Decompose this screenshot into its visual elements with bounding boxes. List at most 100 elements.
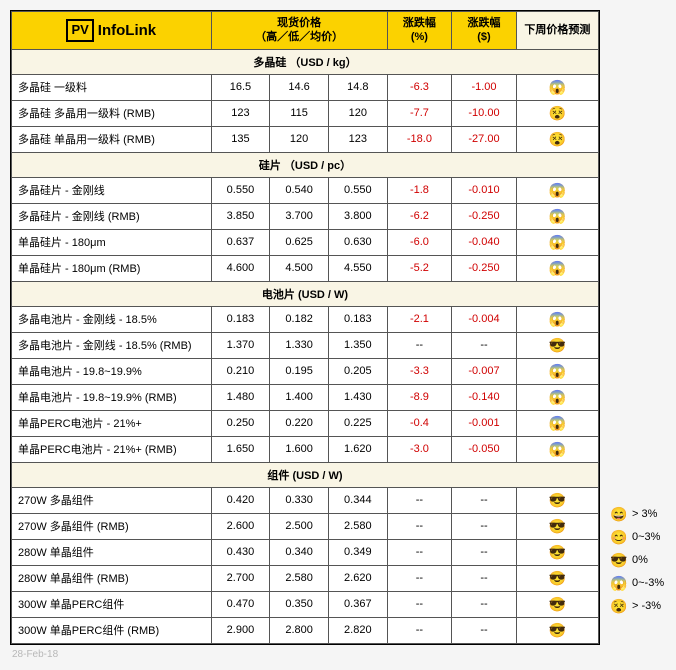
cell-forecast: 😱: [516, 410, 598, 436]
cell-forecast: 😱: [516, 177, 598, 203]
cell-usd: -0.001: [452, 410, 517, 436]
cell-low: 0.195: [270, 358, 329, 384]
cell-name: 单晶硅片 - 180μm: [12, 229, 212, 255]
cell-name: 270W 多晶组件 (RMB): [12, 513, 212, 539]
cell-avg: 0.344: [328, 487, 387, 513]
cell-pct: --: [387, 565, 452, 591]
cell-avg: 1.430: [328, 384, 387, 410]
cell-low: 0.625: [270, 229, 329, 255]
cell-low: 0.182: [270, 306, 329, 332]
cell-low: 1.600: [270, 436, 329, 462]
cell-usd: -0.050: [452, 436, 517, 462]
table-row: 300W 单晶PERC组件 (RMB)2.9002.8002.820----😎: [12, 617, 599, 643]
cell-forecast: 😱: [516, 255, 598, 281]
table-row: 280W 单晶组件 (RMB)2.7002.5802.620----😎: [12, 565, 599, 591]
cell-low: 0.340: [270, 539, 329, 565]
cell-forecast: 😎: [516, 539, 598, 565]
cell-usd: --: [452, 513, 517, 539]
cell-avg: 14.8: [328, 74, 387, 100]
cell-low: 0.350: [270, 591, 329, 617]
table-row: 270W 多晶组件 (RMB)2.6002.5002.580----😎: [12, 513, 599, 539]
cell-name: 多晶硅 多晶用一级料 (RMB): [12, 100, 212, 126]
section-header: 多晶硅 （USD / kg）: [12, 49, 599, 74]
table-row: 单晶硅片 - 180μm (RMB)4.6004.5004.550-5.2-0.…: [12, 255, 599, 281]
cell-low: 115: [270, 100, 329, 126]
table-header: PV InfoLink 现货价格 （高／低／均价） 涨跌幅 (%) 涨跌幅 ($…: [12, 12, 599, 50]
cell-pct: --: [387, 591, 452, 617]
table-row: 270W 多晶组件0.4200.3300.344----😎: [12, 487, 599, 513]
table-row: 单晶PERC电池片 - 21%+0.2500.2200.225-0.4-0.00…: [12, 410, 599, 436]
table-row: 多晶电池片 - 金刚线 - 18.5% (RMB)1.3701.3301.350…: [12, 332, 599, 358]
cell-low: 3.700: [270, 203, 329, 229]
cell-usd: --: [452, 332, 517, 358]
section-title: 组件 (USD / W): [12, 462, 599, 487]
cell-high: 3.850: [211, 203, 270, 229]
cell-low: 0.540: [270, 177, 329, 203]
legend: 😄> 3%😊0~3%😎0%😱0~-3%😵> -3%: [610, 10, 666, 660]
cell-high: 1.370: [211, 332, 270, 358]
table-row: 280W 单晶组件0.4300.3400.349----😎: [12, 539, 599, 565]
cell-low: 0.330: [270, 487, 329, 513]
cell-name: 多晶电池片 - 金刚线 - 18.5%: [12, 306, 212, 332]
cell-name: 多晶硅片 - 金刚线: [12, 177, 212, 203]
cell-pct: --: [387, 513, 452, 539]
table-row: 多晶电池片 - 金刚线 - 18.5%0.1830.1820.183-2.1-0…: [12, 306, 599, 332]
cell-low: 4.500: [270, 255, 329, 281]
cell-pct: --: [387, 617, 452, 643]
cell-forecast: 😵: [516, 126, 598, 152]
cell-pct: -6.0: [387, 229, 452, 255]
cell-high: 0.210: [211, 358, 270, 384]
cell-name: 多晶硅 一级料: [12, 74, 212, 100]
legend-row: 😊0~3%: [610, 529, 666, 546]
logo: PV InfoLink: [66, 19, 156, 42]
cell-forecast: 😱: [516, 74, 598, 100]
legend-icon: 😵: [610, 598, 628, 615]
cell-forecast: 😎: [516, 487, 598, 513]
cell-high: 0.250: [211, 410, 270, 436]
cell-avg: 1.350: [328, 332, 387, 358]
cell-high: 1.650: [211, 436, 270, 462]
legend-label: 0~-3%: [632, 577, 664, 589]
cell-usd: -10.00: [452, 100, 517, 126]
cell-usd: --: [452, 565, 517, 591]
cell-name: 270W 多晶组件: [12, 487, 212, 513]
cell-pct: -2.1: [387, 306, 452, 332]
cell-avg: 0.183: [328, 306, 387, 332]
cell-high: 0.637: [211, 229, 270, 255]
cell-forecast: 😎: [516, 513, 598, 539]
legend-icon: 😄: [610, 506, 628, 523]
cell-pct: --: [387, 539, 452, 565]
cell-name: 单晶硅片 - 180μm (RMB): [12, 255, 212, 281]
header-chg-usd: 涨跌幅 ($): [452, 12, 517, 50]
cell-pct: -1.8: [387, 177, 452, 203]
legend-label: 0%: [632, 554, 648, 566]
cell-usd: --: [452, 539, 517, 565]
cell-high: 4.600: [211, 255, 270, 281]
cell-low: 1.400: [270, 384, 329, 410]
cell-low: 2.580: [270, 565, 329, 591]
cell-high: 0.470: [211, 591, 270, 617]
cell-high: 123: [211, 100, 270, 126]
cell-pct: --: [387, 487, 452, 513]
table-row: 单晶PERC电池片 - 21%+ (RMB)1.6501.6001.620-3.…: [12, 436, 599, 462]
legend-label: > 3%: [632, 508, 657, 520]
cell-pct: --: [387, 332, 452, 358]
logo-cell: PV InfoLink: [12, 12, 212, 50]
legend-row: 😄 > 3%: [610, 506, 666, 523]
section-header: 电池片 (USD / W): [12, 281, 599, 306]
cell-high: 0.550: [211, 177, 270, 203]
cell-forecast: 😱: [516, 229, 598, 255]
table-row: 多晶硅 单晶用一级料 (RMB)135120123-18.0-27.00😵: [12, 126, 599, 152]
cell-usd: --: [452, 591, 517, 617]
section-header: 硅片 （USD / pc）: [12, 152, 599, 177]
cell-name: 单晶PERC电池片 - 21%+: [12, 410, 212, 436]
cell-high: 2.600: [211, 513, 270, 539]
table-row: 单晶电池片 - 19.8~19.9%0.2100.1950.205-3.3-0.…: [12, 358, 599, 384]
cell-forecast: 😎: [516, 332, 598, 358]
cell-avg: 4.550: [328, 255, 387, 281]
header-chg-pct: 涨跌幅 (%): [387, 12, 452, 50]
cell-name: 多晶硅片 - 金刚线 (RMB): [12, 203, 212, 229]
section-header: 组件 (USD / W): [12, 462, 599, 487]
cell-high: 2.700: [211, 565, 270, 591]
cell-forecast: 😱: [516, 203, 598, 229]
